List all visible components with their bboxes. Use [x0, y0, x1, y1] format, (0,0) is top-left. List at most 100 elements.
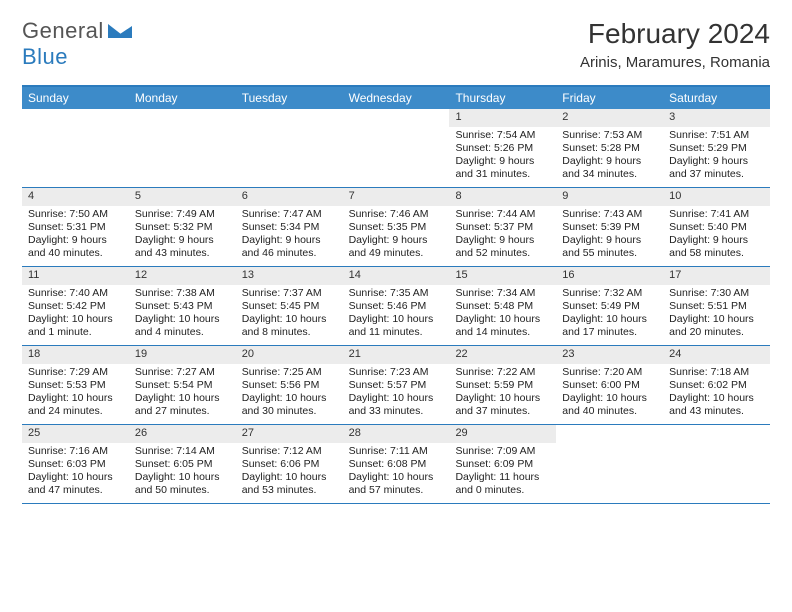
day-body: Sunrise: 7:23 AMSunset: 5:57 PMDaylight:… [343, 364, 450, 423]
day-body: Sunrise: 7:32 AMSunset: 5:49 PMDaylight:… [556, 285, 663, 344]
weeks-container: 1Sunrise: 7:54 AMSunset: 5:26 PMDaylight… [22, 109, 770, 504]
sunrise-text: Sunrise: 7:14 AM [135, 445, 230, 458]
sunset-text: Sunset: 6:03 PM [28, 458, 123, 471]
day-number: 18 [22, 346, 129, 364]
daylight-text: Daylight: 10 hours and 30 minutes. [242, 392, 337, 418]
day-cell: 20Sunrise: 7:25 AMSunset: 5:56 PMDayligh… [236, 346, 343, 424]
day-cell: 27Sunrise: 7:12 AMSunset: 6:06 PMDayligh… [236, 425, 343, 503]
day-cell [22, 109, 129, 187]
daylight-text: Daylight: 10 hours and 57 minutes. [349, 471, 444, 497]
sunset-text: Sunset: 5:56 PM [242, 379, 337, 392]
day-number: 27 [236, 425, 343, 443]
day-cell: 12Sunrise: 7:38 AMSunset: 5:43 PMDayligh… [129, 267, 236, 345]
sunrise-text: Sunrise: 7:30 AM [669, 287, 764, 300]
sunrise-text: Sunrise: 7:32 AM [562, 287, 657, 300]
day-number: 24 [663, 346, 770, 364]
day-cell: 11Sunrise: 7:40 AMSunset: 5:42 PMDayligh… [22, 267, 129, 345]
sunset-text: Sunset: 5:26 PM [455, 142, 550, 155]
day-number: 9 [556, 188, 663, 206]
day-body: Sunrise: 7:51 AMSunset: 5:29 PMDaylight:… [663, 127, 770, 186]
week-row: 25Sunrise: 7:16 AMSunset: 6:03 PMDayligh… [22, 425, 770, 504]
sunset-text: Sunset: 5:34 PM [242, 221, 337, 234]
day-cell [236, 109, 343, 187]
day-number: 23 [556, 346, 663, 364]
sunset-text: Sunset: 5:49 PM [562, 300, 657, 313]
day-number: 19 [129, 346, 236, 364]
day-number: 15 [449, 267, 556, 285]
week-row: 11Sunrise: 7:40 AMSunset: 5:42 PMDayligh… [22, 267, 770, 346]
sunrise-text: Sunrise: 7:29 AM [28, 366, 123, 379]
day-number: 12 [129, 267, 236, 285]
sunrise-text: Sunrise: 7:27 AM [135, 366, 230, 379]
calendar-page: General Blue February 2024 Arinis, Maram… [0, 0, 792, 522]
day-cell [663, 425, 770, 503]
sunset-text: Sunset: 6:09 PM [455, 458, 550, 471]
day-body: Sunrise: 7:20 AMSunset: 6:00 PMDaylight:… [556, 364, 663, 423]
day-number: 6 [236, 188, 343, 206]
daylight-text: Daylight: 9 hours and 31 minutes. [455, 155, 550, 181]
daylight-text: Daylight: 9 hours and 37 minutes. [669, 155, 764, 181]
sunrise-text: Sunrise: 7:23 AM [349, 366, 444, 379]
day-cell: 3Sunrise: 7:51 AMSunset: 5:29 PMDaylight… [663, 109, 770, 187]
weekday-header: Wednesday [343, 87, 450, 109]
day-body: Sunrise: 7:40 AMSunset: 5:42 PMDaylight:… [22, 285, 129, 344]
day-cell: 5Sunrise: 7:49 AMSunset: 5:32 PMDaylight… [129, 188, 236, 266]
daylight-text: Daylight: 10 hours and 47 minutes. [28, 471, 123, 497]
logo-text: General Blue [22, 18, 132, 70]
day-cell: 2Sunrise: 7:53 AMSunset: 5:28 PMDaylight… [556, 109, 663, 187]
day-number: 21 [343, 346, 450, 364]
day-cell: 17Sunrise: 7:30 AMSunset: 5:51 PMDayligh… [663, 267, 770, 345]
sunset-text: Sunset: 5:57 PM [349, 379, 444, 392]
daylight-text: Daylight: 9 hours and 52 minutes. [455, 234, 550, 260]
daylight-text: Daylight: 10 hours and 4 minutes. [135, 313, 230, 339]
day-body: Sunrise: 7:50 AMSunset: 5:31 PMDaylight:… [22, 206, 129, 265]
day-cell [556, 425, 663, 503]
sunrise-text: Sunrise: 7:25 AM [242, 366, 337, 379]
logo: General Blue [22, 18, 132, 70]
sunrise-text: Sunrise: 7:22 AM [455, 366, 550, 379]
sunset-text: Sunset: 5:43 PM [135, 300, 230, 313]
day-cell: 28Sunrise: 7:11 AMSunset: 6:08 PMDayligh… [343, 425, 450, 503]
day-cell: 21Sunrise: 7:23 AMSunset: 5:57 PMDayligh… [343, 346, 450, 424]
day-number: 1 [449, 109, 556, 127]
calendar-grid: SundayMondayTuesdayWednesdayThursdayFrid… [22, 85, 770, 504]
sunrise-text: Sunrise: 7:18 AM [669, 366, 764, 379]
week-row: 18 Sunrise: 7:29 AMSunset: 5:53 PM Dayligh… [22, 346, 770, 425]
daylight-text: Daylight: 9 hours and 43 minutes. [135, 234, 230, 260]
day-cell [129, 109, 236, 187]
sunset-text: Sunset: 6:08 PM [349, 458, 444, 471]
daylight-text: Daylight: 10 hours and 53 minutes. [242, 471, 337, 497]
day-number [663, 425, 770, 443]
day-number [129, 109, 236, 127]
location-text: Arinis, Maramures, Romania [580, 54, 770, 71]
daylight-text: Daylight: 10 hours and 40 minutes. [562, 392, 657, 418]
daylight-text: Daylight: 10 hours and 37 minutes. [455, 392, 550, 418]
logo-word-1: General [22, 18, 104, 43]
day-cell: 13Sunrise: 7:37 AMSunset: 5:45 PMDayligh… [236, 267, 343, 345]
day-cell: 4Sunrise: 7:50 AMSunset: 5:31 PMDaylight… [22, 188, 129, 266]
day-number: 25 [22, 425, 129, 443]
daylight-text: Daylight: 9 hours and 34 minutes. [562, 155, 657, 181]
sunset-text: Sunset: 5:51 PM [669, 300, 764, 313]
day-number [22, 109, 129, 127]
sunrise-text: Sunrise: 7:46 AM [349, 208, 444, 221]
sunset-text: Sunset: 5:48 PM [455, 300, 550, 313]
day-number: 10 [663, 188, 770, 206]
sunset-text: Sunset: 5:53 PM [28, 379, 123, 392]
day-body: Sunrise: 7:30 AMSunset: 5:51 PMDaylight:… [663, 285, 770, 344]
sunrise-text: Sunrise: 7:49 AM [135, 208, 230, 221]
sunset-text: Sunset: 5:28 PM [562, 142, 657, 155]
day-cell [343, 109, 450, 187]
daylight-text: Daylight: 10 hours and 20 minutes. [669, 313, 764, 339]
daylight-text: Daylight: 10 hours and 1 minute. [28, 313, 123, 339]
day-cell: 1Sunrise: 7:54 AMSunset: 5:26 PMDaylight… [449, 109, 556, 187]
weekday-header: Thursday [449, 87, 556, 109]
day-cell: 19Sunrise: 7:27 AMSunset: 5:54 PMDayligh… [129, 346, 236, 424]
day-body: Sunrise: 7:11 AMSunset: 6:08 PMDaylight:… [343, 443, 450, 502]
day-body: Sunrise: 7:18 AMSunset: 6:02 PMDaylight:… [663, 364, 770, 423]
week-row: 1Sunrise: 7:54 AMSunset: 5:26 PMDaylight… [22, 109, 770, 188]
sunset-text: Sunset: 5:54 PM [135, 379, 230, 392]
day-body: Sunrise: 7:54 AMSunset: 5:26 PMDaylight:… [449, 127, 556, 186]
day-number: 7 [343, 188, 450, 206]
day-cell: 29Sunrise: 7:09 AMSunset: 6:09 PMDayligh… [449, 425, 556, 503]
